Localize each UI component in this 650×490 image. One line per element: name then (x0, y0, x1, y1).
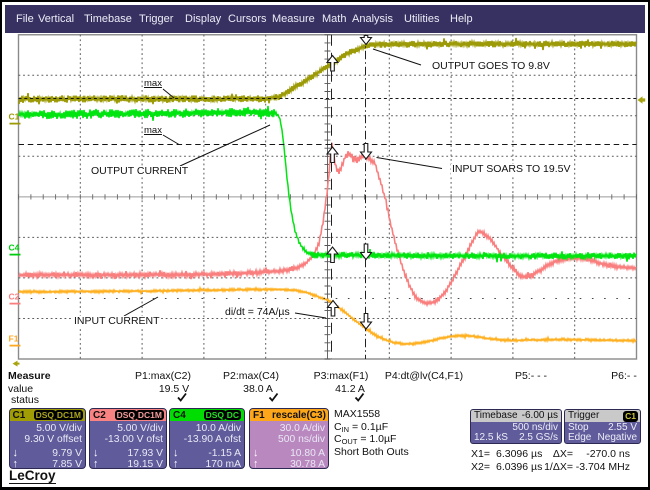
svg-text:C2: C2 (9, 292, 20, 302)
svg-text:C1: C1 (9, 112, 20, 122)
svg-text:C4: C4 (9, 243, 20, 253)
svg-text:F1: F1 (9, 334, 19, 344)
